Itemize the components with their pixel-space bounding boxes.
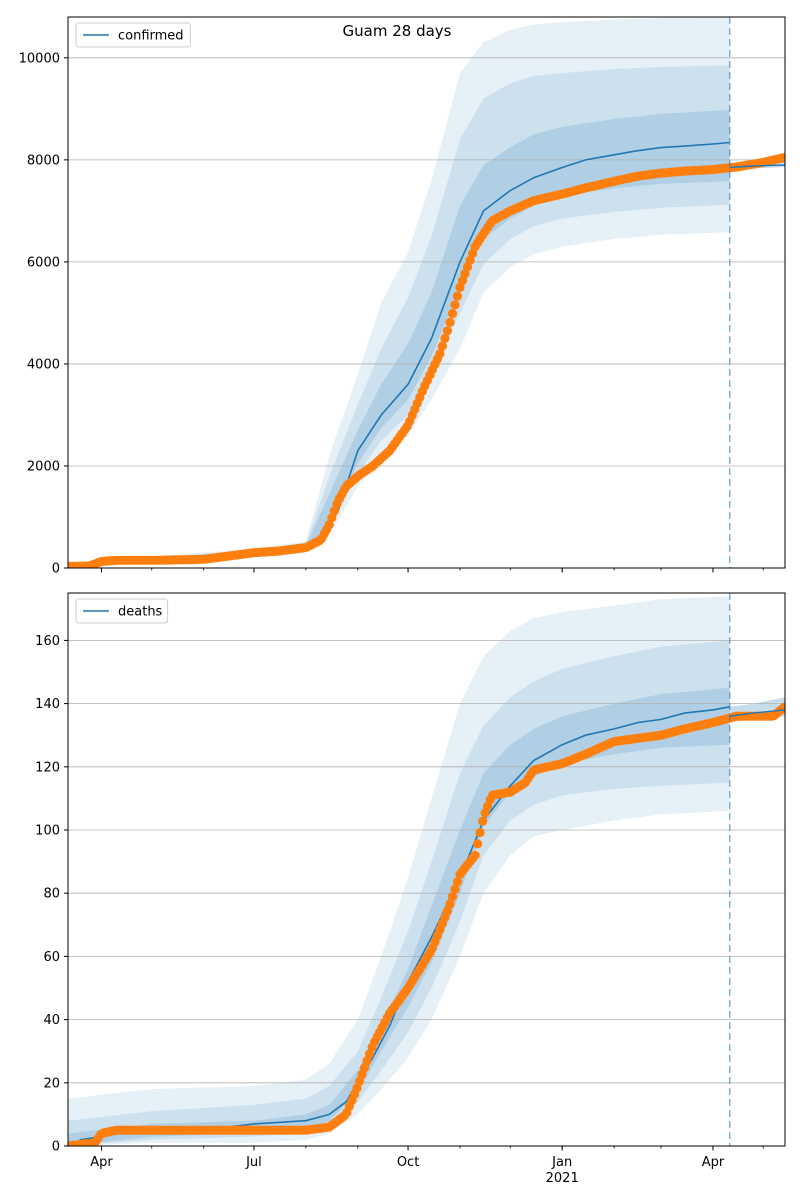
deaths-axes-frame bbox=[67, 592, 786, 1147]
deaths-ytick-label-7: 140 bbox=[35, 697, 60, 712]
confirmed-observed-point bbox=[452, 291, 463, 301]
deaths-ytick-label-5: 100 bbox=[35, 824, 60, 839]
deaths-observed-point bbox=[452, 877, 463, 887]
deaths-legend-label: deaths bbox=[118, 605, 163, 620]
deaths-observed-point bbox=[445, 899, 455, 909]
confirmed-gridlines bbox=[68, 57, 785, 467]
deaths-observed-point bbox=[362, 1056, 372, 1066]
confirmed-observed-point bbox=[435, 349, 445, 359]
deaths-legend-box bbox=[75, 598, 169, 624]
deaths-observed-point bbox=[354, 1076, 365, 1086]
deaths-band-1 bbox=[68, 596, 730, 1146]
deaths-ytick-label-0: 0 bbox=[52, 1140, 60, 1155]
confirmed-ytick-label-2: 4000 bbox=[27, 357, 60, 372]
confirmed-observed-point bbox=[442, 326, 452, 336]
confirmed-observed-point bbox=[447, 309, 458, 319]
deaths-observed-point bbox=[475, 827, 485, 838]
confirmed-observed-point bbox=[437, 341, 447, 351]
confirmed-legend-box bbox=[75, 22, 191, 48]
confirmed-legend-label: confirmed bbox=[118, 29, 184, 44]
confirmed-axes-frame bbox=[67, 16, 786, 569]
deaths-xtick-sublabel-3: 2021 bbox=[546, 1171, 579, 1186]
deaths-ytick-label-6: 120 bbox=[35, 760, 60, 775]
confirmed-ytick-label-5: 10000 bbox=[19, 51, 60, 66]
confirmed-observed-point bbox=[779, 152, 785, 163]
confirmed-observed-point bbox=[450, 300, 460, 310]
deaths-observed-point bbox=[478, 816, 488, 826]
confirmed-extension-line bbox=[729, 164, 785, 169]
deaths-observed-point bbox=[442, 906, 452, 916]
deaths-observed-point bbox=[473, 839, 483, 849]
deaths-ytick-label-3: 60 bbox=[43, 950, 60, 965]
deaths-observed-point bbox=[447, 892, 458, 902]
deaths-extension-line bbox=[729, 709, 785, 717]
confirmed-ytick-label-3: 6000 bbox=[27, 255, 60, 270]
deaths-xtick-label-1: Jul bbox=[245, 1155, 262, 1170]
confirmed-series bbox=[68, 17, 785, 568]
confirmed-legend: confirmed bbox=[75, 22, 191, 48]
confirmed-axes: 0 2000 4000 6000 8000 10000 bbox=[19, 16, 786, 577]
confirmed-ytick-label-1: 2000 bbox=[27, 459, 60, 474]
confirmed-observed-point bbox=[324, 520, 334, 530]
deaths-observed-point bbox=[470, 850, 480, 860]
deaths-series bbox=[68, 593, 785, 1146]
confirmed-ytick-label-0: 0 bbox=[52, 562, 60, 577]
confirmed-panel: 0 2000 4000 6000 8000 10000 confirmed bbox=[19, 16, 786, 577]
deaths-observed-points bbox=[68, 702, 785, 1146]
deaths-legend: deaths bbox=[75, 598, 169, 624]
deaths-ytick-label-8: 160 bbox=[35, 634, 60, 649]
deaths-gridlines bbox=[68, 640, 785, 1084]
confirmed-band-1 bbox=[68, 17, 730, 567]
figure-title: Guam 28 days bbox=[343, 22, 452, 40]
deaths-xtick-label-4: Apr bbox=[702, 1155, 725, 1170]
deaths-ytick-label-1: 20 bbox=[43, 1076, 60, 1091]
confirmed-band-3 bbox=[68, 109, 730, 567]
deaths-ytick-label-4: 80 bbox=[43, 887, 60, 902]
deaths-ytick-label-2: 40 bbox=[43, 1013, 60, 1028]
deaths-observed-point bbox=[450, 884, 460, 894]
confirmed-ytick-label-4: 8000 bbox=[27, 153, 60, 168]
confirmed-observed-point bbox=[440, 333, 450, 343]
deaths-xtick-label-3: Jan bbox=[551, 1155, 572, 1170]
confirmed-observed-points bbox=[68, 152, 785, 568]
deaths-xtick-label-0: Apr bbox=[90, 1155, 113, 1170]
confirmed-observed-point bbox=[445, 317, 455, 327]
deaths-xtick-label-2: Oct bbox=[397, 1155, 419, 1170]
confirmed-observed-point bbox=[329, 506, 339, 516]
